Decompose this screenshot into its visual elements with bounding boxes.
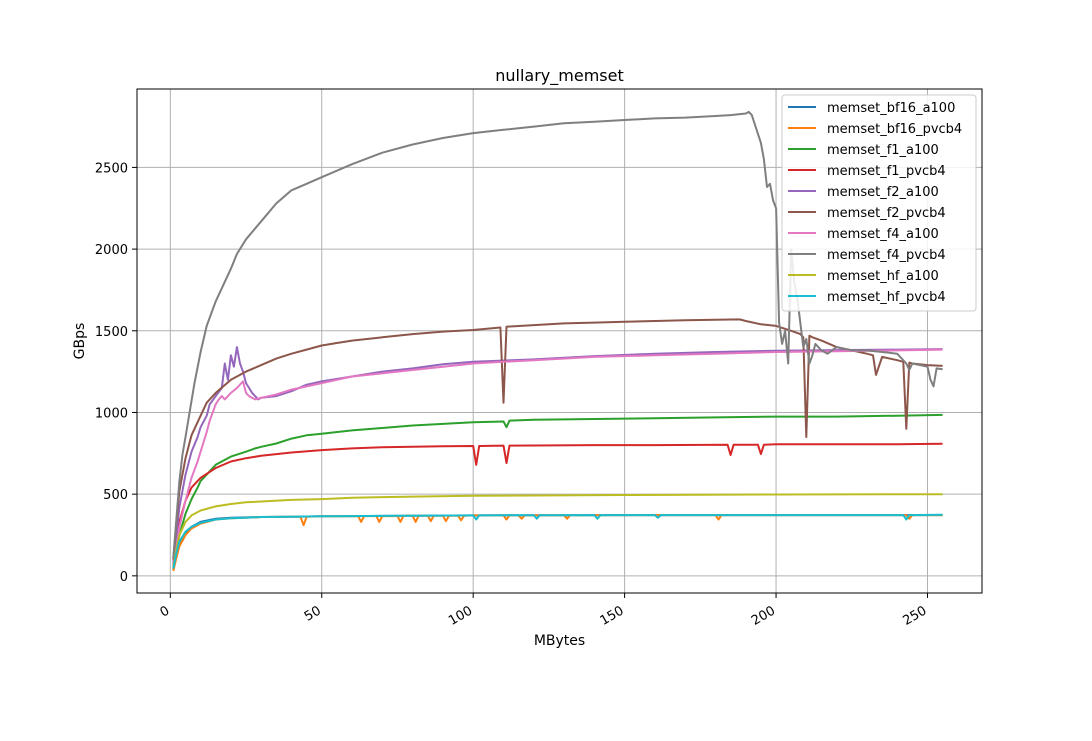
legend-label: memset_f4_pvcb4 — [827, 248, 946, 263]
legend-label: memset_f4_a100 — [827, 227, 939, 242]
y-axis-title: GBps — [72, 323, 88, 360]
legend-label: memset_f1_a100 — [827, 143, 939, 158]
x-axis-title: MBytes — [534, 633, 585, 649]
series-line-memset_f1_a100 — [172, 413, 943, 568]
series-line-memset_f4_a100 — [172, 348, 943, 568]
legend-label: memset_bf16_pvcb4 — [827, 122, 962, 137]
series-line-memset_f1_pvcb4 — [172, 442, 943, 567]
series-line-memset_f4_pvcb4 — [172, 110, 943, 558]
x-tick-label: 50 — [302, 603, 324, 624]
legend-label: memset_bf16_a100 — [827, 101, 955, 116]
legend-label: memset_hf_pvcb4 — [827, 290, 946, 305]
y-tick-label: 0 — [120, 570, 128, 585]
legend: memset_bf16_a100 memset_bf16_pvcb4 memset_… — [781, 94, 977, 312]
legend-box — [781, 94, 977, 312]
y-tick-label: 2500 — [95, 161, 128, 176]
series-line-memset_f2_pvcb4 — [172, 318, 943, 560]
y-tick-label: 1500 — [95, 325, 128, 340]
y-tick-label: 1000 — [95, 406, 128, 421]
legend-label: memset_hf_a100 — [827, 269, 939, 284]
legend-label: memset_f2_pvcb4 — [827, 206, 946, 221]
chart-title: nullary_memset — [495, 66, 624, 86]
series-line-memset_hf_a100 — [172, 493, 943, 568]
y-tick-label: 2000 — [95, 243, 128, 258]
legend-label: memset_f1_pvcb4 — [827, 164, 946, 179]
y-tick-label: 500 — [103, 488, 128, 503]
series-line-memset_hf_pvcb4 — [172, 513, 943, 569]
legend-label: memset_f2_a100 — [827, 185, 939, 200]
series-lines — [172, 110, 943, 572]
plot-frame — [136, 88, 983, 594]
